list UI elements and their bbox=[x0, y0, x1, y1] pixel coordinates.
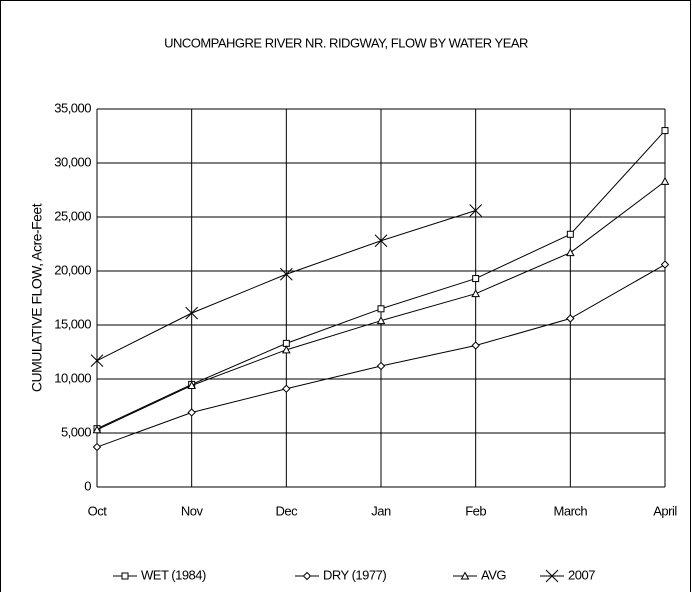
x-tick-label: Feb bbox=[465, 503, 486, 518]
data-point bbox=[374, 234, 388, 248]
x-tick-label: Dec bbox=[276, 503, 299, 518]
data-point bbox=[282, 384, 291, 393]
legend-marker bbox=[121, 572, 129, 580]
data-point bbox=[565, 248, 575, 257]
data-point bbox=[566, 230, 574, 238]
legend-label: WET (1984) bbox=[141, 567, 206, 582]
y-tick-label: 20,000 bbox=[54, 262, 91, 277]
y-tick-label: 35,000 bbox=[54, 100, 91, 115]
legend-marker bbox=[545, 569, 559, 583]
data-point bbox=[660, 260, 670, 269]
data-point bbox=[471, 341, 480, 350]
x-tick-label: Oct bbox=[88, 503, 108, 518]
data-point bbox=[90, 354, 104, 367]
data-point bbox=[279, 267, 293, 281]
y-tick-label: 30,000 bbox=[54, 154, 91, 169]
x-tick-label: Nov bbox=[181, 503, 204, 518]
data-point bbox=[472, 275, 480, 283]
legend-marker bbox=[302, 571, 312, 581]
legend-marker bbox=[460, 571, 470, 580]
data-point bbox=[187, 408, 196, 417]
data-point bbox=[471, 289, 481, 298]
x-tick-label: Jan bbox=[371, 503, 391, 518]
legend-label: DRY (1977) bbox=[323, 567, 386, 582]
x-tick-label: March bbox=[554, 503, 588, 518]
legend-label: AVG bbox=[481, 567, 506, 582]
y-tick-label: 15,000 bbox=[54, 316, 91, 331]
data-point bbox=[376, 361, 386, 371]
data-point bbox=[377, 305, 385, 313]
y-axis-label: CUMULATIVE FLOW, Acre-Feet bbox=[29, 203, 45, 392]
data-point bbox=[281, 345, 291, 354]
data-point bbox=[185, 306, 199, 320]
data-point bbox=[92, 442, 102, 452]
data-point bbox=[566, 314, 575, 323]
y-tick-label: 0 bbox=[84, 478, 91, 493]
y-tick-label: 25,000 bbox=[54, 208, 91, 223]
chart-title: UNCOMPAHGRE RIVER NR. RIDGWAY, FLOW BY W… bbox=[164, 35, 528, 50]
legend-label: 2007 bbox=[568, 567, 595, 582]
data-point bbox=[187, 380, 197, 389]
x-tick-label: April bbox=[653, 503, 677, 518]
y-tick-label: 10,000 bbox=[54, 370, 91, 385]
data-point bbox=[660, 176, 670, 185]
y-tick-label: 5,000 bbox=[61, 424, 91, 439]
data-point bbox=[661, 127, 669, 135]
data-point bbox=[469, 204, 483, 217]
data-point bbox=[376, 316, 386, 325]
data-point bbox=[92, 425, 102, 434]
